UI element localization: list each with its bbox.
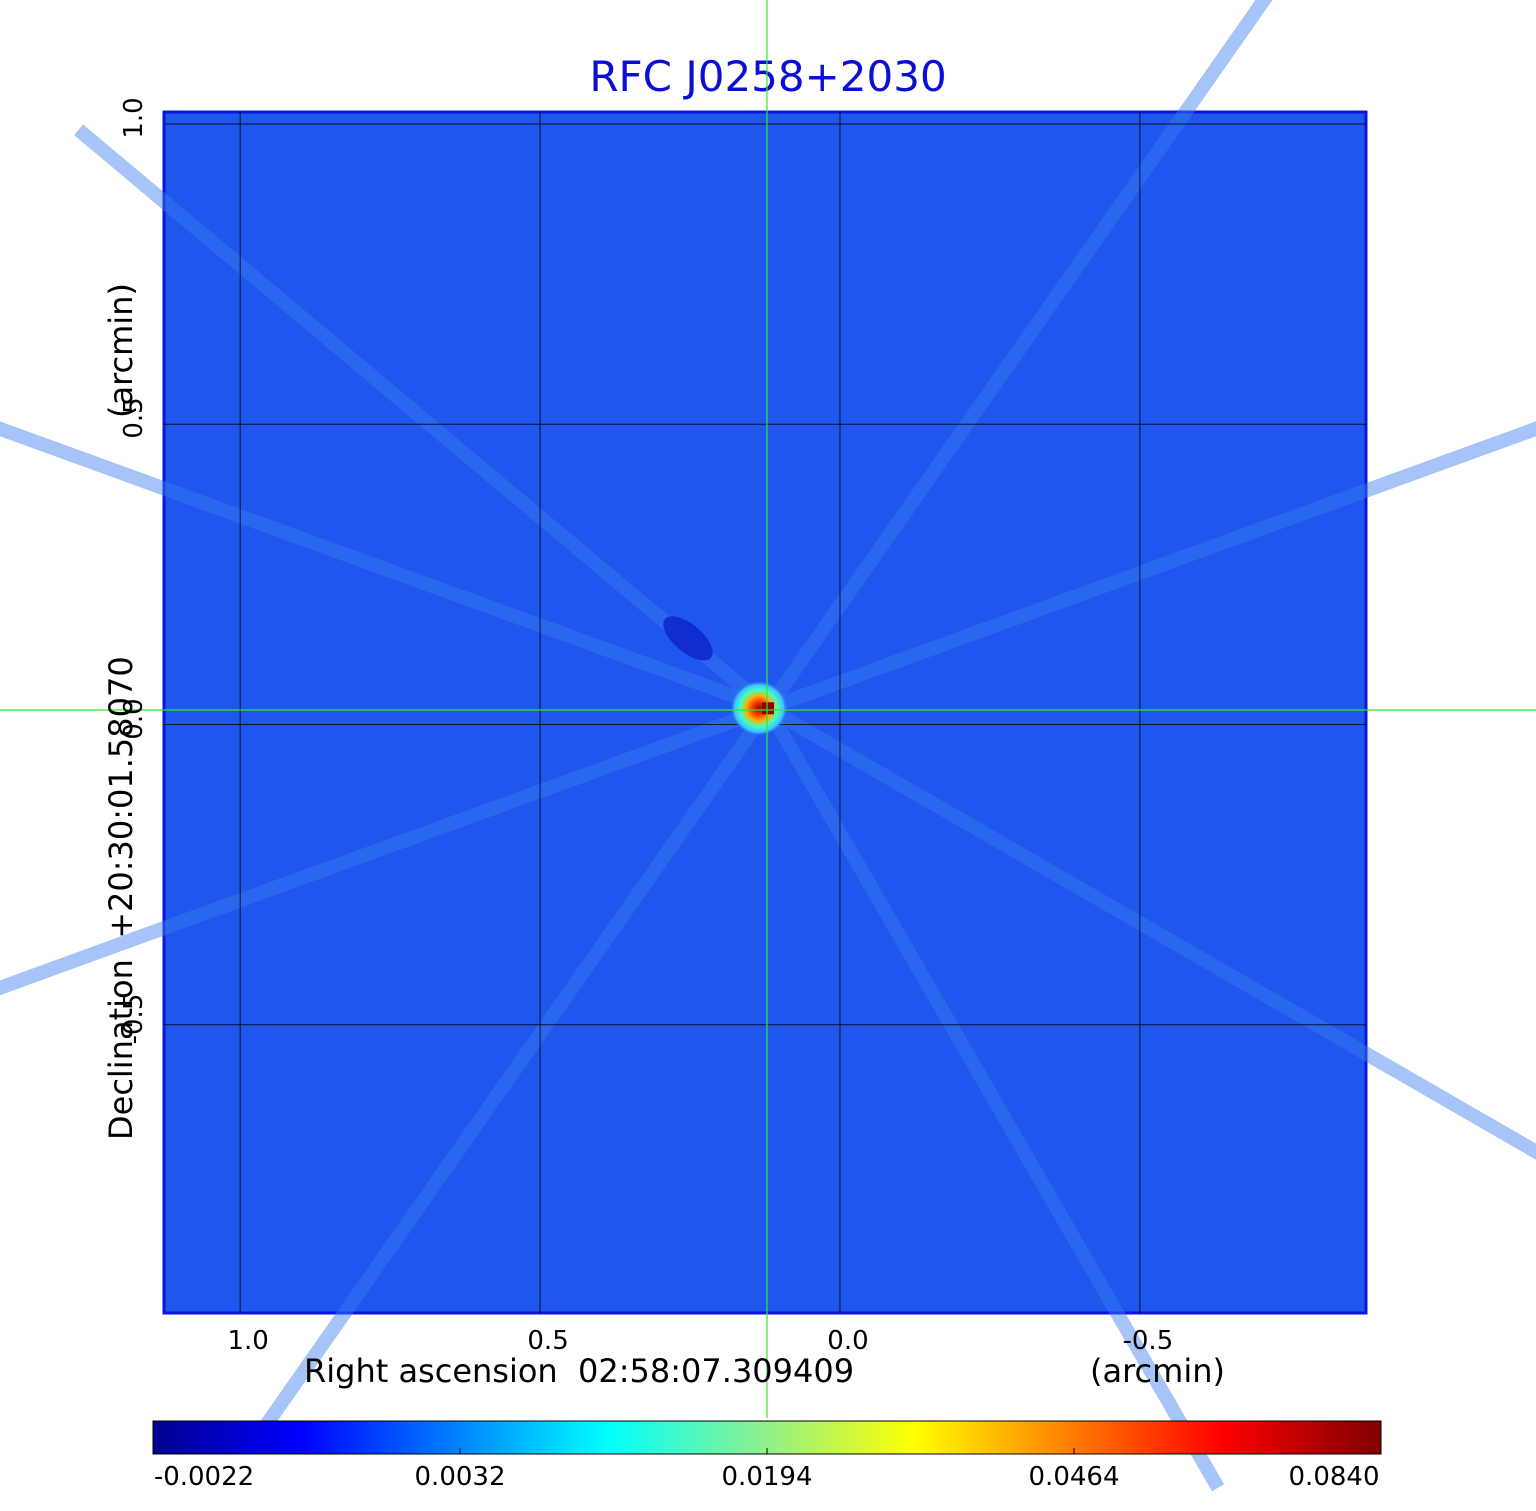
sidelobe-spoke-6 (761, 704, 1225, 1492)
sidelobe-spoke-4 (0, 701, 771, 996)
x-tick-label: 0.5 (527, 1326, 569, 1356)
source-blob (729, 680, 788, 737)
source-peak (761, 702, 774, 715)
y-axis-unit: (arcmin) (102, 283, 140, 418)
radio-source (729, 680, 788, 737)
sidelobe-spoke-1 (762, 0, 1273, 713)
chart-title: RFC J0258+2030 (589, 52, 947, 101)
y-axis-label: Declination +20:30:01.58070 (102, 656, 140, 1140)
sidelobe-spoke-3 (0, 421, 771, 715)
sidelobe-spoke-5 (246, 704, 774, 1450)
sidelobe-spoke-0 (765, 421, 1536, 715)
colorbar-tick-marks (152, 1448, 1382, 1454)
colorbar-tick-label: 0.0194 (721, 1462, 813, 1492)
y-tick-label: 1.0 (119, 97, 149, 139)
sidelobe-spoke-7 (764, 702, 1536, 1160)
sidelobe-spoke-2 (74, 124, 773, 714)
x-tick-label: 0.0 (827, 1326, 869, 1356)
colorbar-tick-label: 0.0032 (414, 1462, 506, 1492)
x-tick-label: -0.5 (1122, 1326, 1174, 1356)
crosshair (0, 0, 1536, 1418)
colorbar-tick-label: 0.0840 (1288, 1462, 1380, 1492)
colorbar-tick-label: -0.0022 (153, 1462, 255, 1492)
x-axis-label: Right ascension 02:58:07.309409 (304, 1352, 855, 1390)
x-tick-label: 1.0 (227, 1326, 269, 1356)
x-axis-unit: (arcmin) (1090, 1352, 1225, 1390)
negative-lobe (663, 616, 713, 661)
colorbar-tick-label: 0.0464 (1028, 1462, 1120, 1492)
